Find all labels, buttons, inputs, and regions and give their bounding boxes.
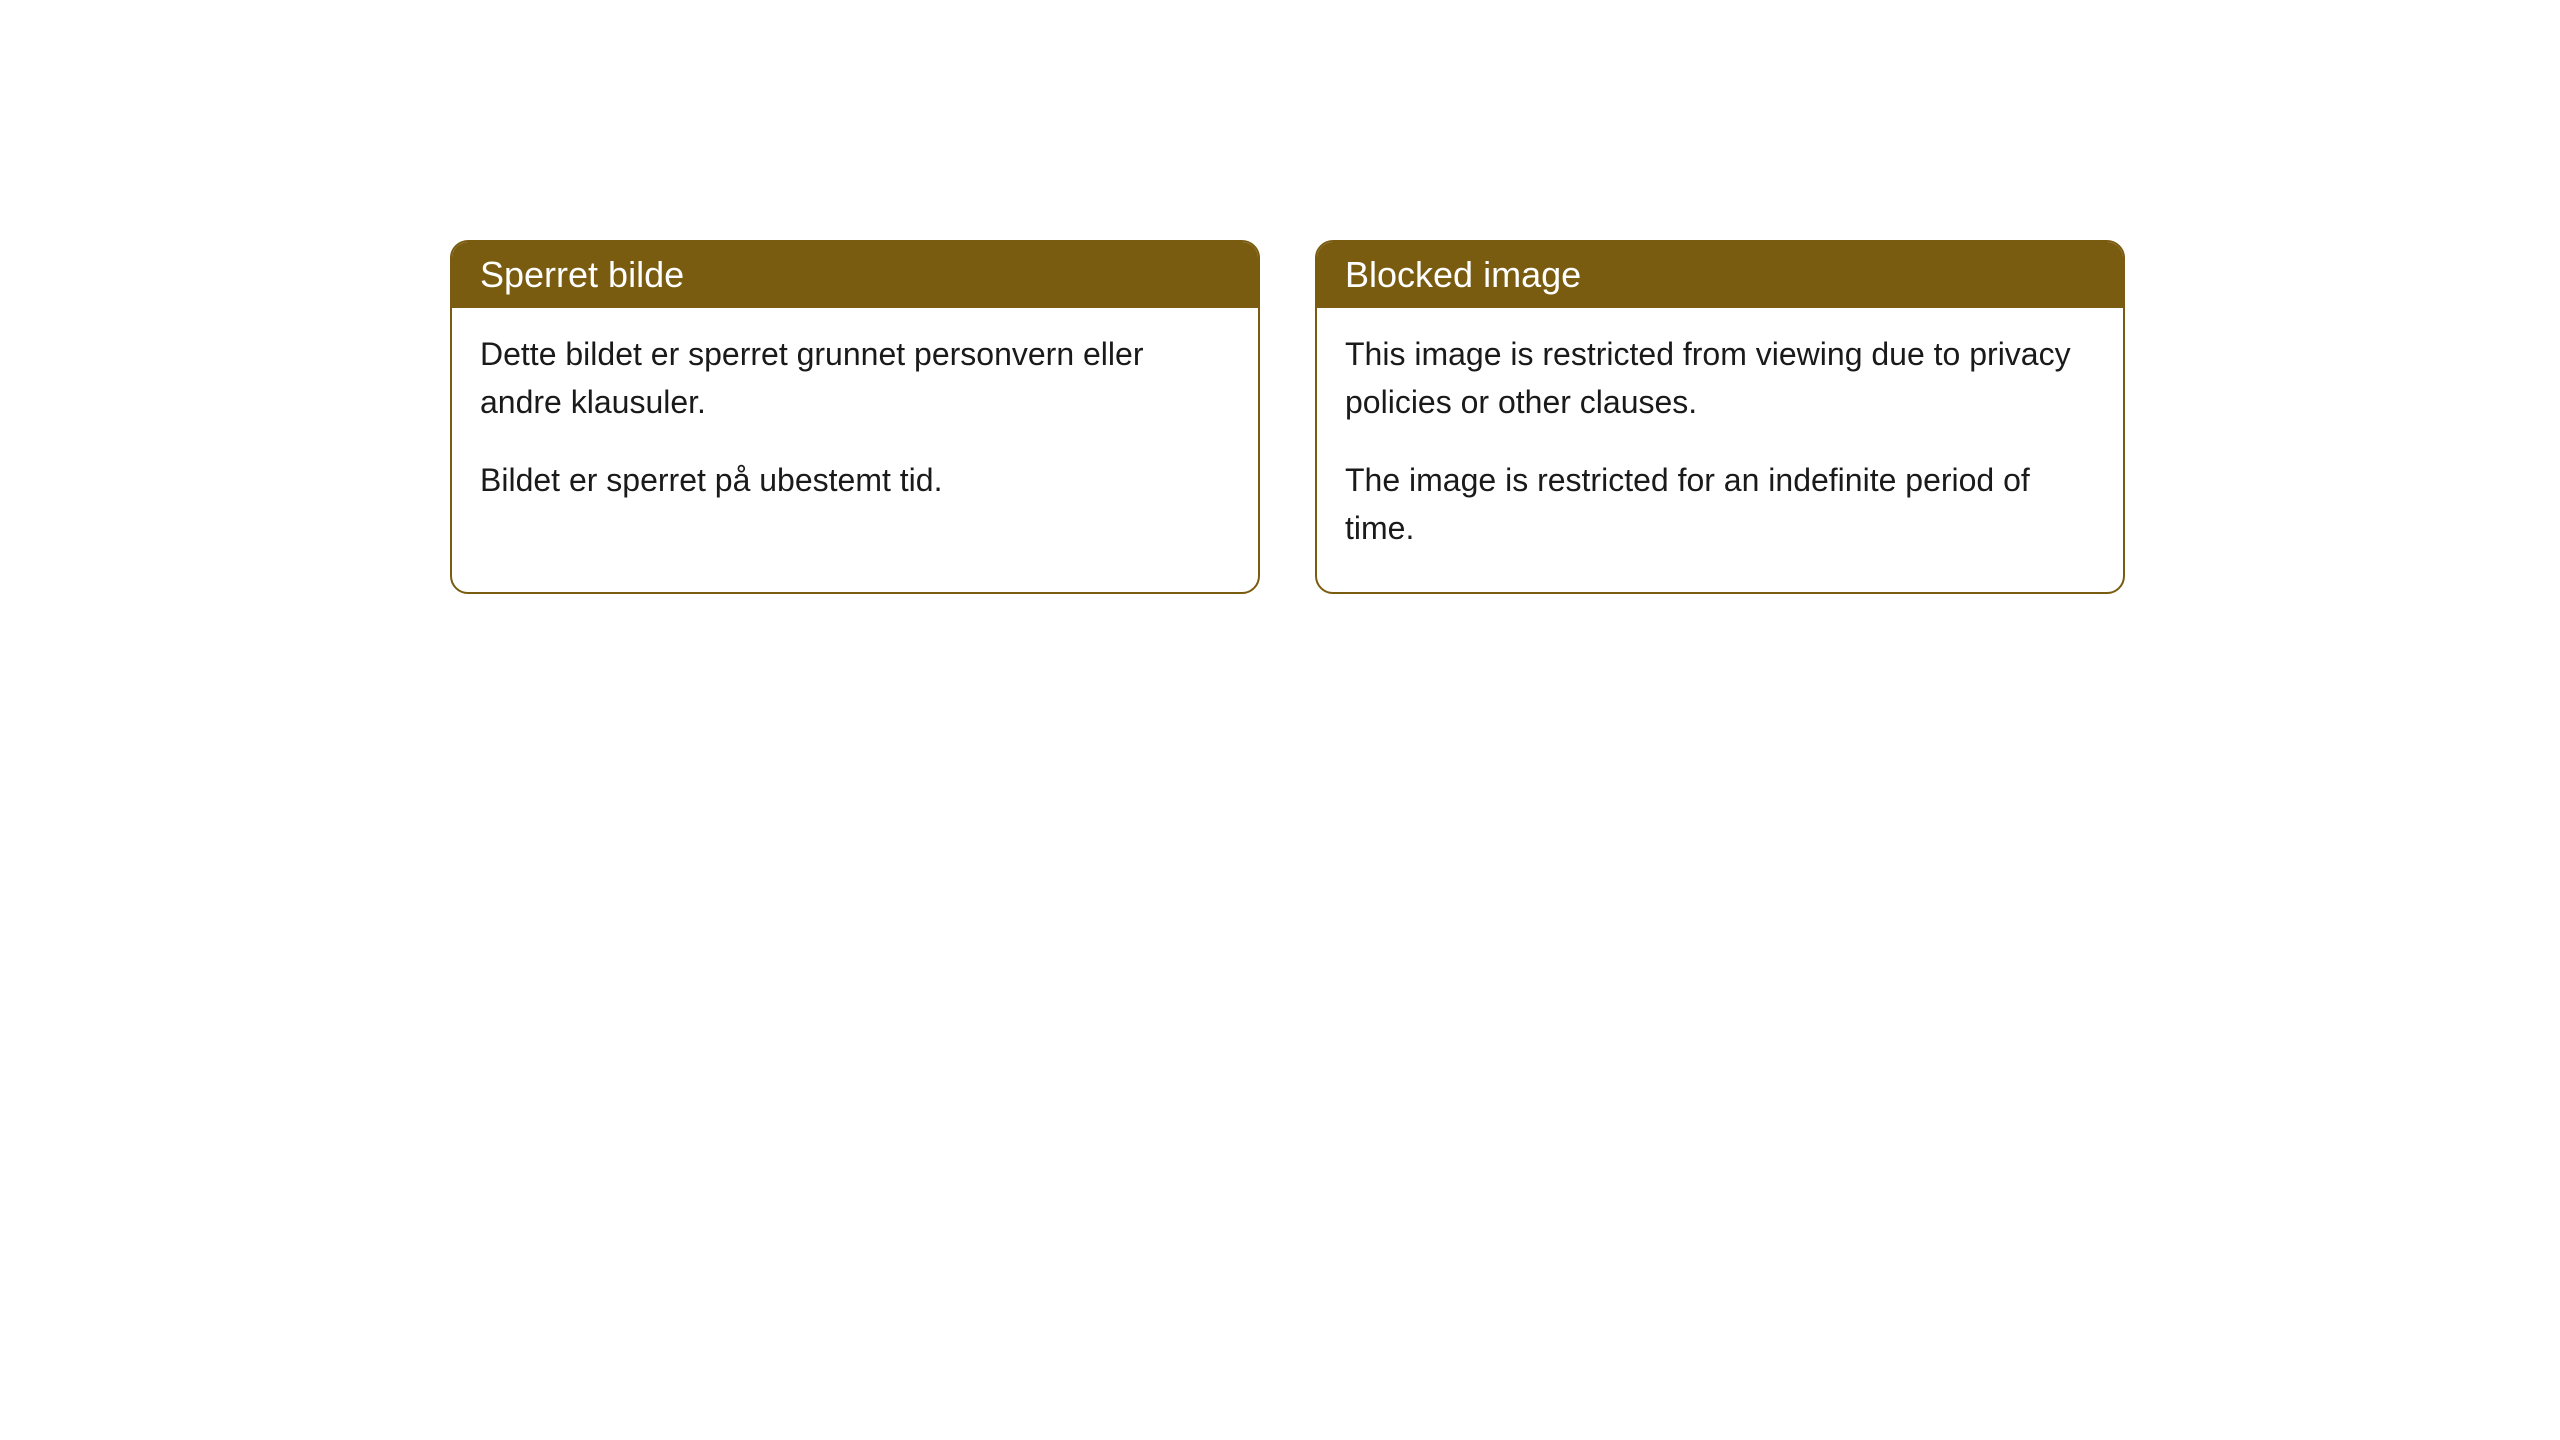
card-paragraph: This image is restricted from viewing du… [1345, 330, 2095, 426]
card-paragraph: Dette bildet er sperret grunnet personve… [480, 330, 1230, 426]
blocked-image-card-english: Blocked image This image is restricted f… [1315, 240, 2125, 594]
card-paragraph: The image is restricted for an indefinit… [1345, 456, 2095, 552]
card-title: Blocked image [1345, 254, 1581, 295]
card-paragraph: Bildet er sperret på ubestemt tid. [480, 456, 1230, 504]
card-body-norwegian: Dette bildet er sperret grunnet personve… [452, 308, 1258, 544]
notice-cards-container: Sperret bilde Dette bildet er sperret gr… [450, 240, 2560, 594]
blocked-image-card-norwegian: Sperret bilde Dette bildet er sperret gr… [450, 240, 1260, 594]
card-header-norwegian: Sperret bilde [452, 242, 1258, 308]
card-body-english: This image is restricted from viewing du… [1317, 308, 2123, 592]
card-header-english: Blocked image [1317, 242, 2123, 308]
card-title: Sperret bilde [480, 254, 684, 295]
